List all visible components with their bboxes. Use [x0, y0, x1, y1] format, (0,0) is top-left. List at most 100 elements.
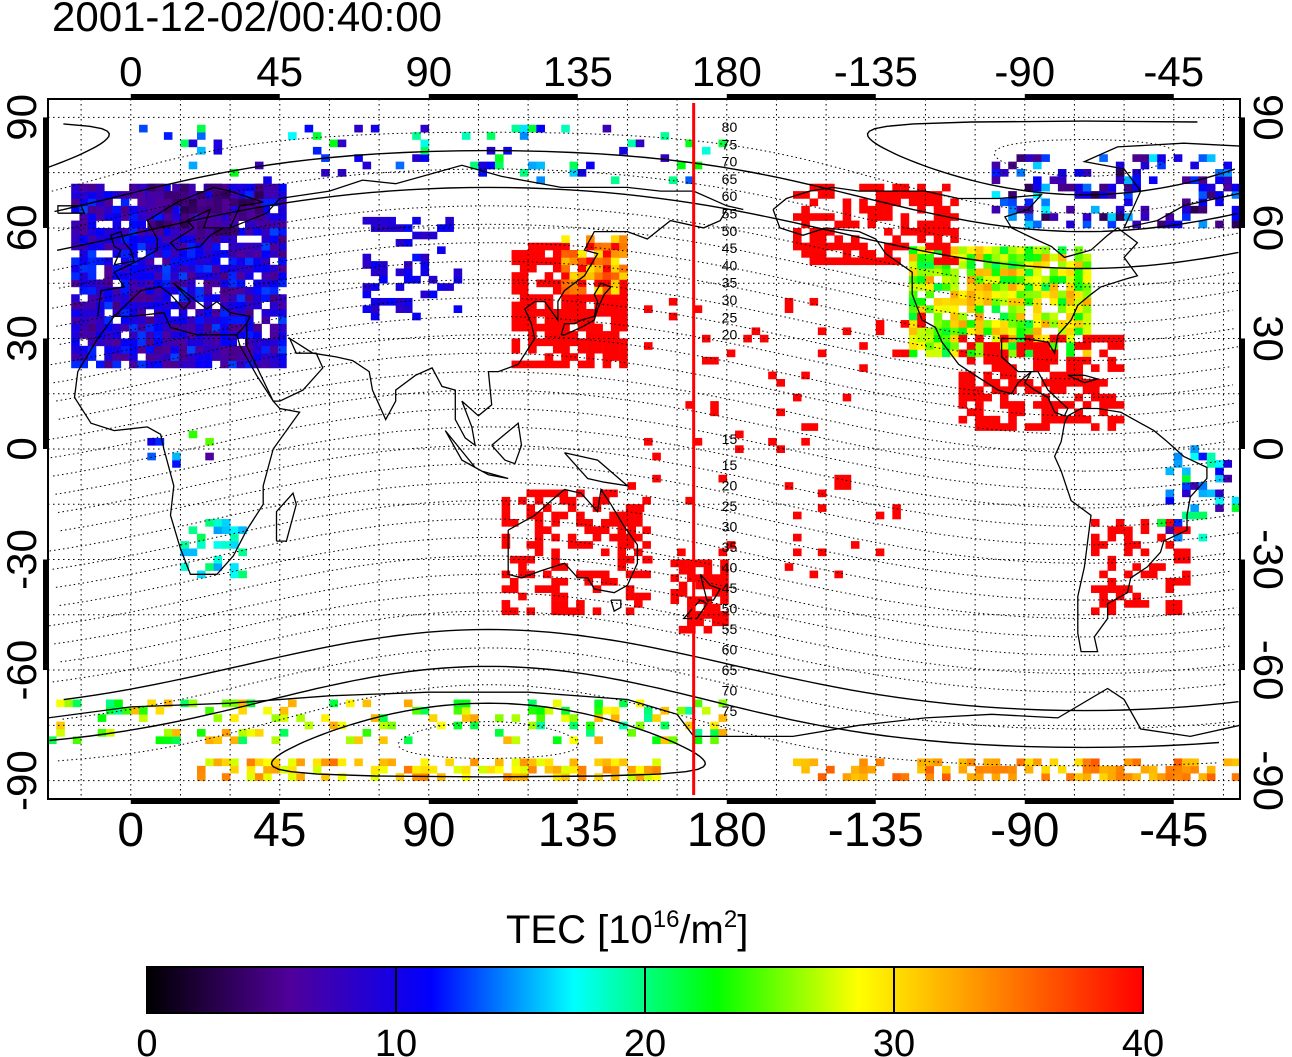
- colorbar-tick-label: 20: [624, 1023, 666, 1057]
- maglat-contour: [55, 426, 1085, 509]
- coast-med-africa: [73, 282, 301, 575]
- colorbar-tick-label: 30: [873, 1023, 915, 1057]
- maglat-label: 50: [722, 223, 738, 239]
- maglat-contour: [1084, 627, 1227, 638]
- maglat-contour: [49, 555, 1085, 638]
- frame-bar-top: [726, 94, 876, 99]
- coast-madagascar: [275, 491, 297, 542]
- frame-bar-left: [43, 117, 48, 228]
- lat-tick-label-right: 30: [1245, 315, 1292, 362]
- coast-newguinea: [564, 452, 630, 487]
- frame-bar-right: [1240, 338, 1245, 449]
- maglat-contour: [49, 665, 1085, 749]
- maglat-contour: [50, 389, 1085, 472]
- maglat-label: 60: [722, 642, 738, 658]
- maglat-label: 30: [722, 292, 738, 308]
- colorbar-tick-label: 40: [1122, 1023, 1164, 1057]
- maglat-contour: [48, 123, 111, 168]
- lon-tick-label-top: 45: [256, 48, 303, 95]
- tec-region-japan-north: [561, 235, 628, 295]
- maglat-label: 70: [722, 683, 738, 699]
- maglat-contour: [56, 334, 1085, 417]
- maglat-label: 75: [722, 136, 738, 152]
- coast-uk: [110, 230, 135, 266]
- maglat-label: 50: [722, 601, 738, 617]
- maglat-contour: [270, 702, 707, 778]
- maglat-contour: [1084, 645, 1231, 656]
- frame-bar-bottom: [1024, 799, 1174, 804]
- coast-sea-islands: [444, 430, 509, 480]
- maglat-label: 60: [722, 188, 738, 204]
- frame-tick-bars: [43, 94, 1245, 804]
- maglat-contour: [53, 205, 1085, 288]
- tec-region-new-zealand: [670, 559, 729, 634]
- tec-region-arctic-north: [139, 124, 728, 185]
- maglat-contour: [1084, 289, 1240, 306]
- colorbar-ticks: 0 10 20 30 40: [136, 967, 1164, 1057]
- maglat-contour: [56, 186, 1085, 270]
- lat-tick-label-left: -60: [0, 640, 45, 701]
- coast-south-america: [1053, 407, 1208, 653]
- maglat-contour: [1084, 741, 1220, 749]
- maglat-contour: [1084, 309, 1233, 325]
- maglat-contour: [1084, 168, 1236, 196]
- maglat-contour: [53, 315, 1085, 398]
- maglat-contour: [1084, 327, 1237, 343]
- maglat-contour: [48, 371, 1085, 454]
- maglat-label: 65: [722, 171, 738, 187]
- maglat-contour: [866, 120, 1198, 196]
- maglat-contour: [59, 278, 1085, 362]
- tec-region-africa-south: [180, 519, 247, 579]
- maglat-label: 70: [722, 154, 738, 170]
- lat-tick-label-right: -30: [1245, 529, 1292, 590]
- frame-bar-top: [1024, 94, 1174, 99]
- maglat-label: 45: [722, 240, 738, 256]
- lon-tick-label-bottom: -135: [828, 804, 924, 857]
- maglat-contour: [993, 138, 1175, 177]
- coastlines: [48, 142, 1240, 738]
- maglat-contour: [1084, 683, 1229, 693]
- maglat-contour: [397, 721, 579, 759]
- frame-bar-left: [43, 559, 48, 671]
- maglat-contour: [1084, 663, 1237, 675]
- frame-bar-bottom: [726, 799, 876, 804]
- coast-australia: [507, 487, 639, 594]
- coast-antarctica: [48, 687, 1240, 738]
- lon-tick-label-top: 90: [405, 48, 452, 95]
- lat-tick-label-right: 60: [1245, 205, 1292, 252]
- maglat-contour: [1084, 514, 1237, 527]
- maglat-label: 15: [722, 431, 738, 447]
- magnetic-latitude-contours: 8075706560555045403530252015152025303540…: [48, 119, 1240, 778]
- frame-bar-top: [130, 94, 280, 99]
- tec-region-antarctic-pole-band-2: [793, 758, 1240, 781]
- maglat-label: 35: [722, 539, 738, 555]
- maglat-contour: [1084, 232, 1240, 251]
- lon-tick-label-top: -90: [994, 48, 1055, 95]
- frame-bar-bottom: [130, 799, 280, 804]
- maglat-contour: [49, 481, 1085, 564]
- maglat-contour: [1084, 346, 1240, 362]
- lat-tick-label-right: -60: [1245, 640, 1292, 701]
- maglat-label: 40: [722, 257, 738, 273]
- colorbar-title: TEC [1016/m2]: [506, 906, 749, 952]
- lat-tick-label-left: -90: [0, 750, 45, 811]
- coast-tasmania: [610, 599, 622, 613]
- lon-tick-label-bottom: 0: [117, 804, 144, 857]
- maglat-label: 55: [722, 621, 738, 637]
- lat-tick-label-right: -90: [1245, 750, 1292, 811]
- maglat-contour: [1084, 251, 1239, 270]
- maglat-contour: [1084, 420, 1239, 435]
- maglat-contour: [1084, 366, 1231, 380]
- maglat-contour: [1084, 607, 1238, 619]
- maglat-contour: [1084, 701, 1239, 712]
- maglat-label: 75: [722, 703, 738, 719]
- coast-europe: [97, 164, 744, 317]
- maglat-label: 65: [722, 662, 738, 678]
- maglat-contour: [1084, 459, 1230, 472]
- maglat-contour: [53, 407, 1085, 490]
- maglat-label: 55: [722, 206, 738, 222]
- maglat-label: 80: [722, 119, 738, 135]
- maglat-contour: [1084, 402, 1236, 417]
- maglat-contour: [56, 260, 1085, 343]
- lon-tick-label-bottom: -45: [1139, 804, 1208, 857]
